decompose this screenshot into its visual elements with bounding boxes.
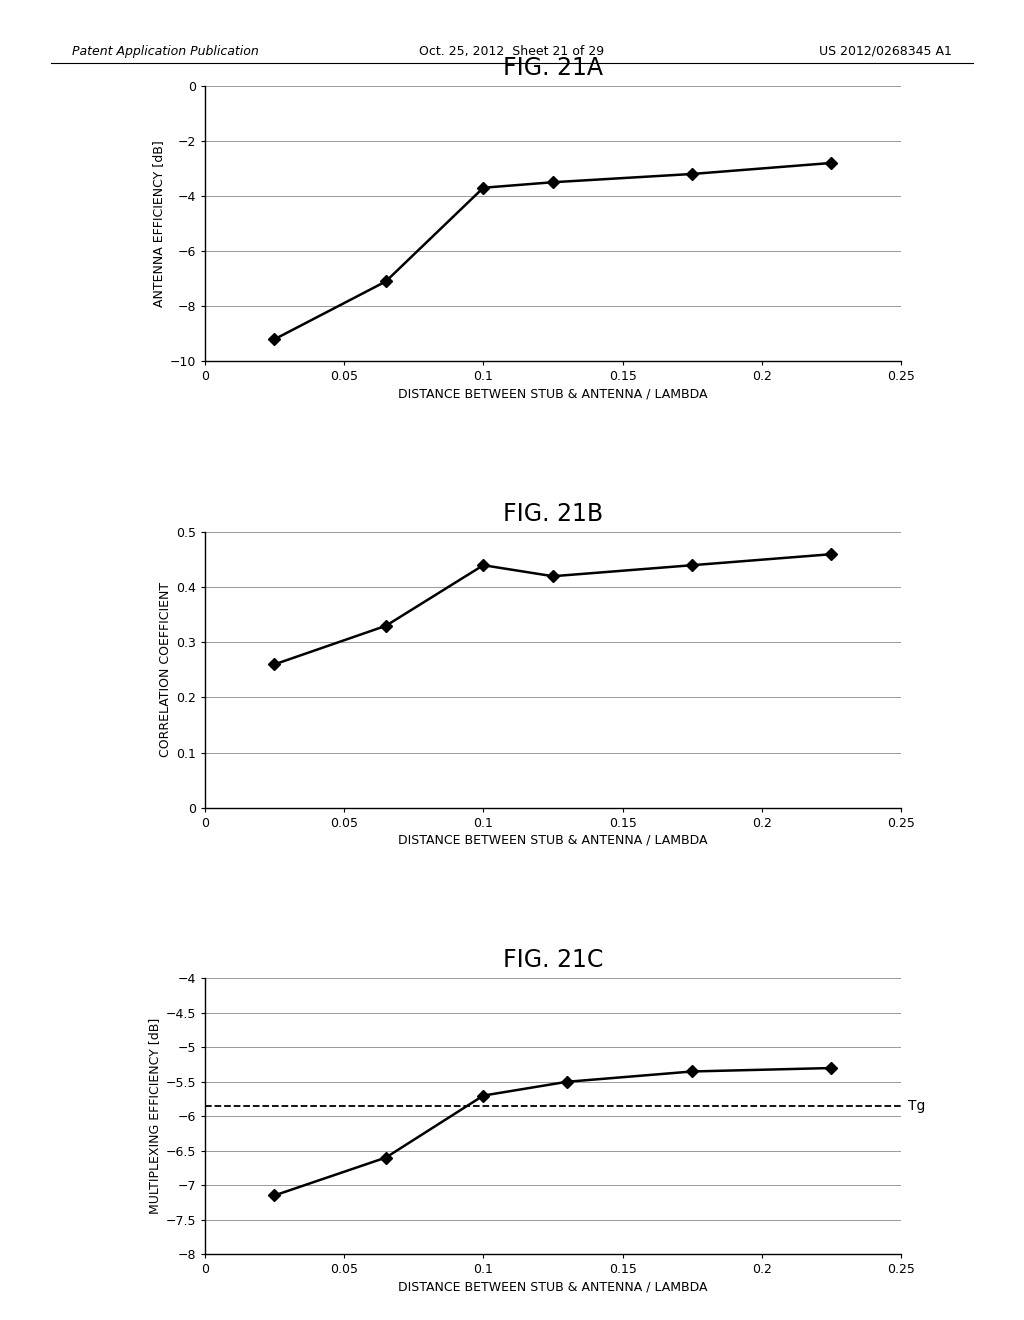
Y-axis label: CORRELATION COEFFICIENT: CORRELATION COEFFICIENT [159,582,172,758]
Title: FIG. 21B: FIG. 21B [503,502,603,527]
Title: FIG. 21A: FIG. 21A [503,55,603,79]
Text: Oct. 25, 2012  Sheet 21 of 29: Oct. 25, 2012 Sheet 21 of 29 [420,45,604,58]
Text: Patent Application Publication: Patent Application Publication [72,45,258,58]
X-axis label: DISTANCE BETWEEN STUB & ANTENNA / LAMBDA: DISTANCE BETWEEN STUB & ANTENNA / LAMBDA [398,834,708,847]
Title: FIG. 21C: FIG. 21C [503,948,603,973]
Y-axis label: MULTIPLEXING EFFICIENCY [dB]: MULTIPLEXING EFFICIENCY [dB] [148,1018,161,1214]
Text: US 2012/0268345 A1: US 2012/0268345 A1 [819,45,952,58]
Y-axis label: ANTENNA EFFICIENCY [dB]: ANTENNA EFFICIENCY [dB] [153,140,165,308]
X-axis label: DISTANCE BETWEEN STUB & ANTENNA / LAMBDA: DISTANCE BETWEEN STUB & ANTENNA / LAMBDA [398,1280,708,1294]
X-axis label: DISTANCE BETWEEN STUB & ANTENNA / LAMBDA: DISTANCE BETWEEN STUB & ANTENNA / LAMBDA [398,388,708,400]
Text: Tg: Tg [908,1100,926,1113]
